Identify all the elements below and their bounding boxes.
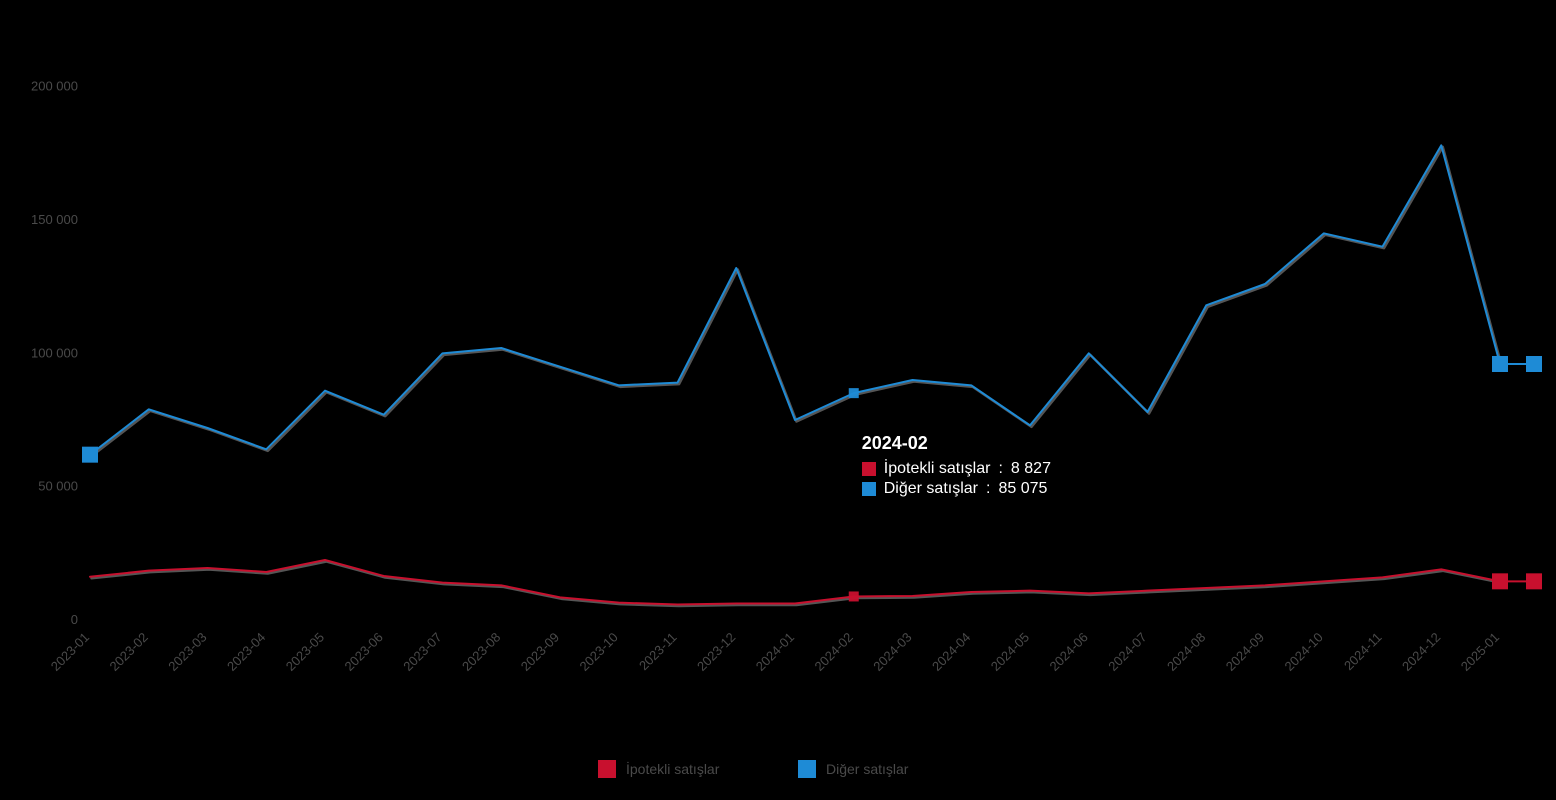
legend-item: İpotekli satışlar: [598, 760, 719, 778]
svg-text:2023-09: 2023-09: [518, 630, 562, 674]
svg-text:2024-05: 2024-05: [988, 630, 1032, 674]
svg-text:2023-04: 2023-04: [224, 630, 268, 674]
svg-text:2023-02: 2023-02: [107, 630, 151, 674]
svg-text:50 000: 50 000: [38, 479, 78, 494]
svg-text:2024-04: 2024-04: [929, 630, 973, 674]
svg-text:150 000: 150 000: [31, 212, 78, 227]
svg-text:2023-10: 2023-10: [577, 630, 621, 674]
chart-container: 0 50 000 100 000 150 000 200 000 2023-01 2023-…: [0, 0, 1556, 800]
svg-text:2024-09: 2024-09: [1223, 630, 1267, 674]
svg-text:2024-11: 2024-11: [1341, 630, 1385, 674]
svg-text:2024-08: 2024-08: [1164, 630, 1208, 674]
svg-text:2024-07: 2024-07: [1105, 630, 1149, 674]
svg-text:100 000: 100 000: [31, 345, 78, 360]
svg-text:2024-03: 2024-03: [870, 630, 914, 674]
svg-text:2024-06: 2024-06: [1047, 630, 1091, 674]
svg-text:2023-05: 2023-05: [283, 630, 327, 674]
svg-text:2024-01: 2024-01: [753, 630, 797, 674]
legend-item: Diğer satışlar: [798, 760, 908, 778]
svg-text:2023-11: 2023-11: [636, 630, 680, 674]
legend-swatch: [798, 760, 816, 778]
svg-text:2023-08: 2023-08: [459, 630, 503, 674]
svg-text:0: 0: [71, 612, 78, 627]
svg-text:2025-01: 2025-01: [1458, 630, 1502, 674]
svg-text:200 000: 200 000: [31, 79, 78, 94]
svg-text:2024-12: 2024-12: [1399, 630, 1443, 674]
svg-text:2023-12: 2023-12: [694, 630, 738, 674]
legend-swatch: [598, 760, 616, 778]
svg-text:2023-03: 2023-03: [165, 630, 209, 674]
svg-text:2024-10: 2024-10: [1282, 630, 1326, 674]
svg-text:2023-07: 2023-07: [400, 630, 444, 674]
legend-label: İpotekli satışlar: [626, 761, 719, 777]
legend-label: Diğer satışlar: [826, 761, 908, 777]
svg-text:2023-06: 2023-06: [342, 630, 386, 674]
chart-svg: 0 50 000 100 000 150 000 200 000 2023-01 2023-…: [0, 0, 1556, 800]
svg-text:2024-02: 2024-02: [812, 630, 856, 674]
svg-text:2023-01: 2023-01: [48, 630, 92, 674]
